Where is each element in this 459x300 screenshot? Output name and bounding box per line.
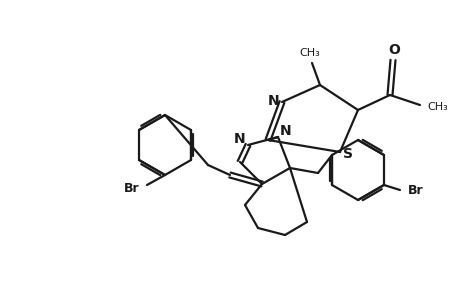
Text: N: N	[280, 124, 291, 138]
Text: N: N	[234, 132, 245, 146]
Text: S: S	[342, 147, 352, 161]
Text: O: O	[387, 43, 399, 57]
Text: CH₃: CH₃	[427, 102, 448, 112]
Text: Br: Br	[407, 184, 423, 196]
Text: N: N	[268, 94, 279, 108]
Text: Br: Br	[124, 182, 140, 196]
Text: CH₃: CH₃	[299, 48, 319, 58]
